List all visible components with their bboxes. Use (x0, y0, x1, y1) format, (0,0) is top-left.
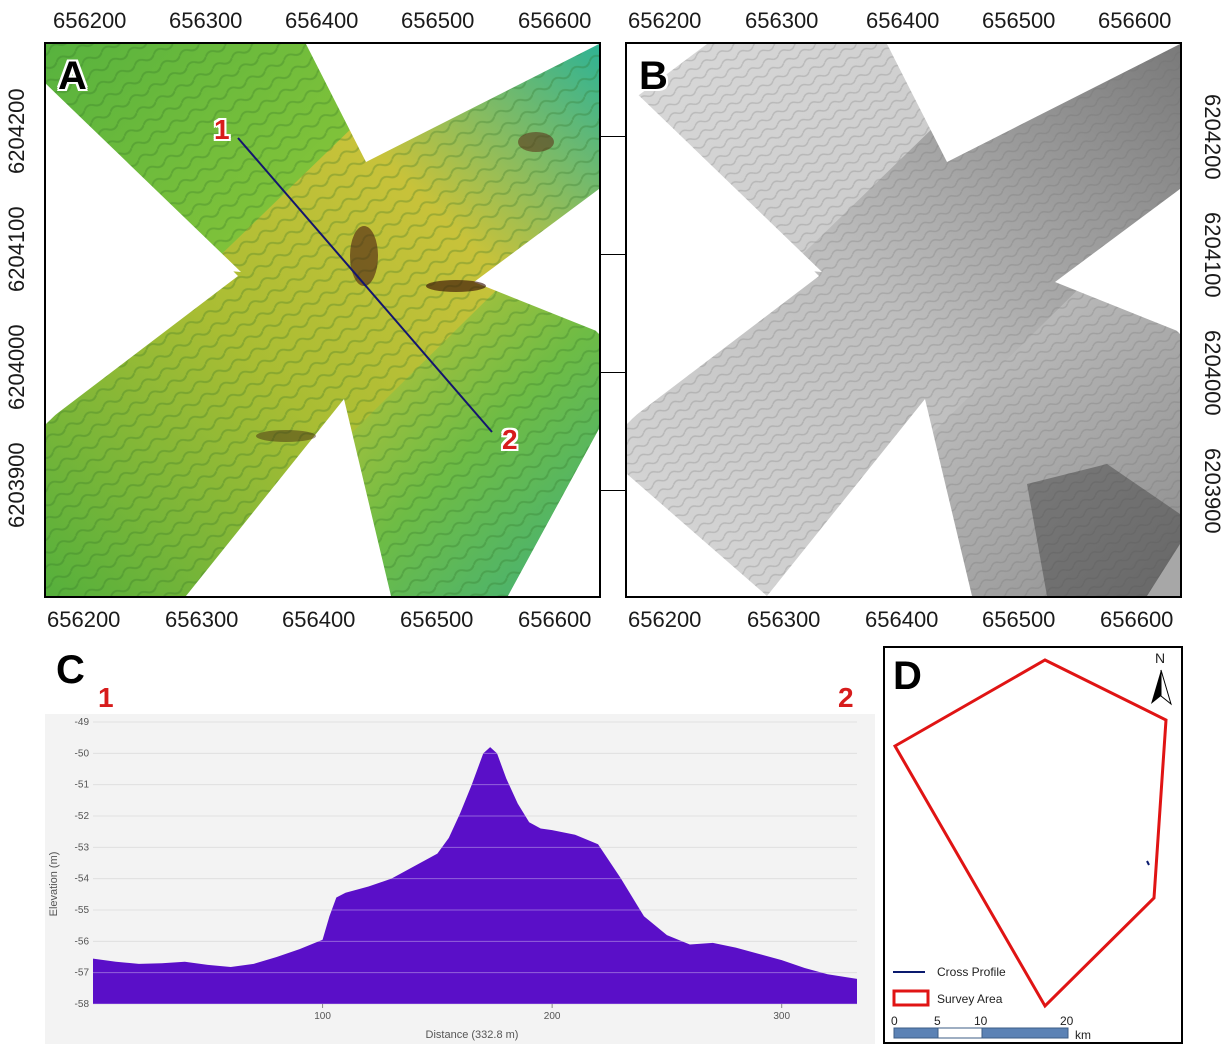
map-b-bottom-tick: 656500 (982, 607, 1056, 632)
profile-y-tick-label: -49 (75, 717, 90, 728)
map-a-letter: A (58, 54, 87, 98)
map-b-top-tick: 656500 (982, 8, 1056, 33)
profile-y-tick-label: -52 (75, 811, 90, 822)
profile-y-tick-label: -51 (75, 780, 90, 791)
profile-y-tick-label: -56 (75, 936, 90, 947)
map-a-left-tick: 6204100 (4, 206, 29, 292)
profile-letter: C (56, 648, 85, 692)
profile-x-tick-label: 200 (544, 1011, 561, 1022)
profile-x-axis-label: Distance (332.8 m) (426, 1029, 519, 1041)
profile-chart: -49 -50 -51 -52 -53 -54 -55 -56 -57 -58 100 200 300… (45, 714, 875, 1044)
map-a-bottom-tick: 656200 (47, 607, 121, 632)
map-a-frame: A 1 2 (44, 42, 601, 598)
map-b-bottom-tick: 656200 (628, 607, 702, 632)
map-b-right-tick: 6204100 (1200, 212, 1225, 298)
cross-profile-mark (1146, 860, 1150, 866)
legend-survey-area-symbol (892, 989, 930, 1007)
map-b-top-tick: 656200 (628, 8, 702, 33)
profile-start-label: 1 (98, 682, 114, 713)
map-b-tick-mark (601, 372, 625, 373)
profile-y-tick-label: -50 (75, 748, 90, 759)
map-a-top-tick: 656500 (401, 8, 475, 33)
inset-letter: D (893, 654, 922, 698)
profile-y-tick-label: -54 (75, 874, 90, 885)
profile-x-tick-label: 100 (314, 1011, 331, 1022)
legend-cross-profile-label: Cross Profile (937, 965, 1006, 979)
profile-y-axis-label: Elevation (m) (48, 852, 60, 917)
profile-x-tick-label: 300 (773, 1011, 790, 1022)
map-b-right-tick: 6203900 (1200, 448, 1225, 534)
map-b-tick-mark (601, 254, 625, 255)
map-a-bottom-tick: 656600 (518, 607, 592, 632)
map-b-bottom-tick: 656600 (1100, 607, 1174, 632)
survey-area-polygon (892, 658, 1168, 1009)
scale-bar (893, 1027, 1069, 1039)
map-b-tick-mark (601, 490, 625, 491)
map-a-bottom-tick: 656500 (400, 607, 474, 632)
map-a-bottom-tick: 656300 (165, 607, 239, 632)
north-label: N (1155, 650, 1166, 666)
map-b-letter: B (639, 54, 668, 98)
scale-bar-label-20: 20 (1060, 1014, 1074, 1028)
map-a-left-tick: 6204000 (4, 324, 29, 410)
map-b-bottom-tick: 656400 (865, 607, 939, 632)
legend-survey-area-label: Survey Area (937, 992, 1003, 1006)
map-b-right-tick: 6204200 (1200, 94, 1225, 180)
scale-bar-unit: km (1075, 1028, 1091, 1042)
inset-map-frame: D N Cross Profile Survey Area 0 5 10 20 … (883, 646, 1183, 1044)
profile-end-label: 2 (838, 682, 854, 713)
profile-y-tick-label: -55 (75, 905, 90, 916)
map-b-bottom-tick: 656300 (747, 607, 821, 632)
map-b-top-tick: 656600 (1098, 8, 1172, 33)
map-a-top-tick: 656200 (53, 8, 127, 33)
map-a-point-1: 1 (214, 114, 230, 145)
map-b-top-tick: 656400 (866, 8, 940, 33)
map-a-bottom-tick: 656400 (282, 607, 356, 632)
map-a-top-tick: 656600 (518, 8, 592, 33)
map-a-left-tick: 6203900 (4, 442, 29, 528)
inset-map (892, 658, 1172, 1039)
map-a-bathymetry (46, 44, 599, 596)
profile-area-series (93, 747, 857, 1004)
map-b-backscatter (627, 44, 1180, 596)
map-b-top-tick: 656300 (745, 8, 819, 33)
north-arrow-icon (1151, 669, 1172, 706)
scale-bar-label-10: 10 (974, 1014, 988, 1028)
map-a-top-tick: 656300 (169, 8, 243, 33)
map-b-tick-mark (601, 136, 625, 137)
scale-bar-label-5: 5 (934, 1014, 941, 1028)
map-b-frame: B (625, 42, 1182, 598)
scale-bar-label-0: 0 (891, 1014, 898, 1028)
profile-y-tick-label: -57 (75, 968, 90, 979)
map-a-left-tick: 6204200 (4, 88, 29, 174)
profile-y-tick-label: -58 (75, 999, 90, 1010)
profile-y-tick-label: -53 (75, 842, 90, 853)
map-a-top-tick: 656400 (285, 8, 359, 33)
map-b-right-tick: 6204000 (1200, 330, 1225, 416)
map-a-point-2: 2 (502, 424, 518, 455)
